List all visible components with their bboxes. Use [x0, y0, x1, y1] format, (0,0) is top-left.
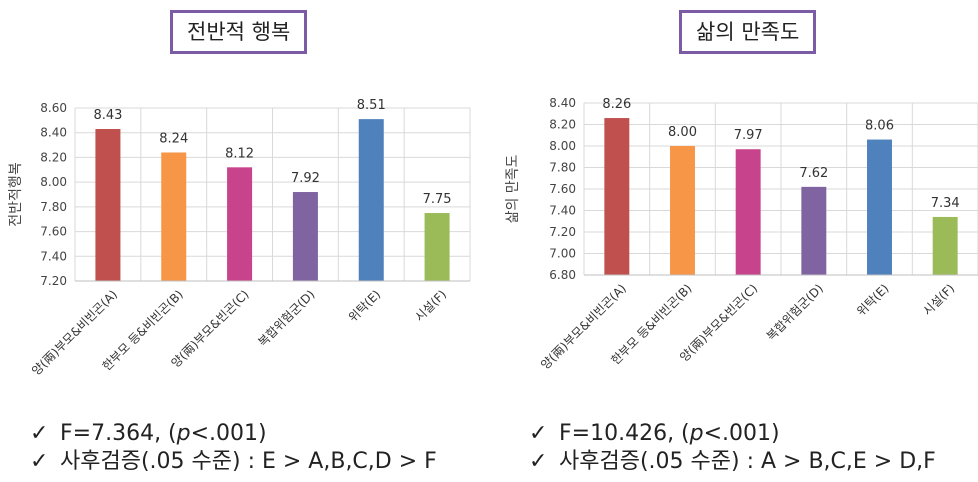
data-label: 8.00 [668, 125, 697, 140]
chart-title: 삶의 만족도 [679, 10, 817, 54]
f-statistic-line: ✓ F=10.426, (p<.001) [529, 420, 936, 448]
f-statistic: F=10.426, ( [559, 421, 690, 446]
y-axis-label: 삶의 만족도 [505, 154, 521, 223]
chart-title: 전반적 행복 [170, 10, 308, 54]
chart-panel-happiness: 전반적 행복 7.20 7.40 7.60 7.80 8.00 8.20 8.40 8.60 전… [8, 10, 471, 476]
bar-chart-satisfaction: 6.80 7.00 7.20 7.40 7.60 7.80 8.00 8.20 8.40 삶의 만… [505, 96, 978, 372]
stats-block: ✓ F=7.364, (p<.001) ✓ 사후검증(.05 수준) : E > A… [30, 420, 437, 476]
bar-chart-happiness: 7.20 7.40 7.60 7.80 8.00 8.20 8.40 8.60 전반적행복 8.4… [8, 98, 471, 378]
y-tick-label: 7.80 [549, 161, 576, 175]
checkmark-icon: ✓ [30, 421, 49, 446]
bar [735, 149, 761, 275]
bar [604, 118, 630, 275]
y-tick-label: 8.40 [40, 126, 67, 140]
bar [292, 192, 318, 281]
y-tick-label: 7.20 [549, 225, 576, 239]
x-tick-label: 복합위험군(D) [255, 287, 317, 349]
y-tick-label: 7.40 [40, 249, 67, 263]
post-hoc-result: 사후검증(.05 수준) : A > B,C,E > D,F [559, 449, 936, 474]
f-statistic: F=7.364, ( [60, 421, 177, 446]
checkmark-icon: ✓ [529, 421, 548, 446]
bar [424, 213, 450, 281]
p-value: <.001) [190, 421, 267, 446]
data-label: 8.26 [602, 97, 631, 112]
p-symbol: p [176, 421, 191, 446]
data-label: 7.97 [734, 128, 763, 143]
bar [95, 129, 121, 281]
y-tick-label: 7.60 [549, 182, 576, 196]
bar [867, 139, 892, 275]
data-label: 7.92 [291, 171, 320, 186]
y-tick-label: 6.80 [549, 268, 576, 282]
bar [227, 167, 253, 281]
y-tick-label: 7.80 [40, 200, 67, 214]
post-hoc-line: ✓ 사후검증(.05 수준) : A > B,C,E > D,F [529, 448, 936, 476]
f-statistic-line: ✓ F=7.364, (p<.001) [30, 420, 437, 448]
data-label: 8.43 [93, 108, 122, 123]
y-tick-label: 8.60 [40, 101, 67, 115]
bar [670, 146, 695, 275]
bar [358, 119, 384, 281]
x-tick-label: 위탁(E) [346, 287, 383, 324]
post-hoc-line: ✓ 사후검증(.05 수준) : E > A,B,C,D > F [30, 448, 437, 476]
data-label: 8.12 [225, 146, 254, 161]
p-symbol: p [689, 421, 704, 446]
y-tick-label: 7.00 [549, 247, 576, 261]
y-tick-label: 8.40 [549, 96, 576, 110]
data-label: 8.51 [357, 98, 386, 113]
x-tick-label: 위탁(E) [854, 281, 891, 318]
chart-panel-satisfaction: 삶의 만족도 6.80 7.00 7.20 7.40 7.60 7.80 8.00 8.20 8… [489, 0, 978, 482]
y-tick-label: 8.20 [40, 150, 67, 164]
y-tick-label: 7.60 [40, 225, 67, 239]
bar [801, 186, 827, 275]
stats-block: ✓ F=10.426, (p<.001) ✓ 사후검증(.05 수준) : A > … [529, 420, 936, 476]
p-value: <.001) [703, 421, 780, 446]
bar [161, 152, 187, 281]
y-axis-label: 전반적행복 [8, 162, 24, 227]
data-label: 7.62 [799, 166, 828, 181]
y-tick-label: 7.40 [549, 204, 576, 218]
x-tick-label: 시설(F) [920, 281, 957, 318]
y-tick-label: 7.20 [40, 274, 67, 288]
x-tick-label: 복합위험군(D) [764, 281, 826, 343]
y-tick-label: 8.00 [40, 175, 67, 189]
bar [932, 216, 958, 275]
post-hoc-result: 사후검증(.05 수준) : E > A,B,C,D > F [60, 449, 437, 474]
data-label: 8.06 [865, 119, 894, 134]
data-label: 8.24 [159, 131, 188, 146]
checkmark-icon: ✓ [529, 449, 548, 474]
y-tick-label: 8.00 [549, 139, 576, 153]
data-label: 7.75 [423, 192, 452, 207]
checkmark-icon: ✓ [30, 449, 49, 474]
x-tick-label: 시설(F) [412, 287, 449, 324]
y-tick-label: 8.20 [549, 118, 576, 132]
data-label: 7.34 [931, 196, 960, 211]
